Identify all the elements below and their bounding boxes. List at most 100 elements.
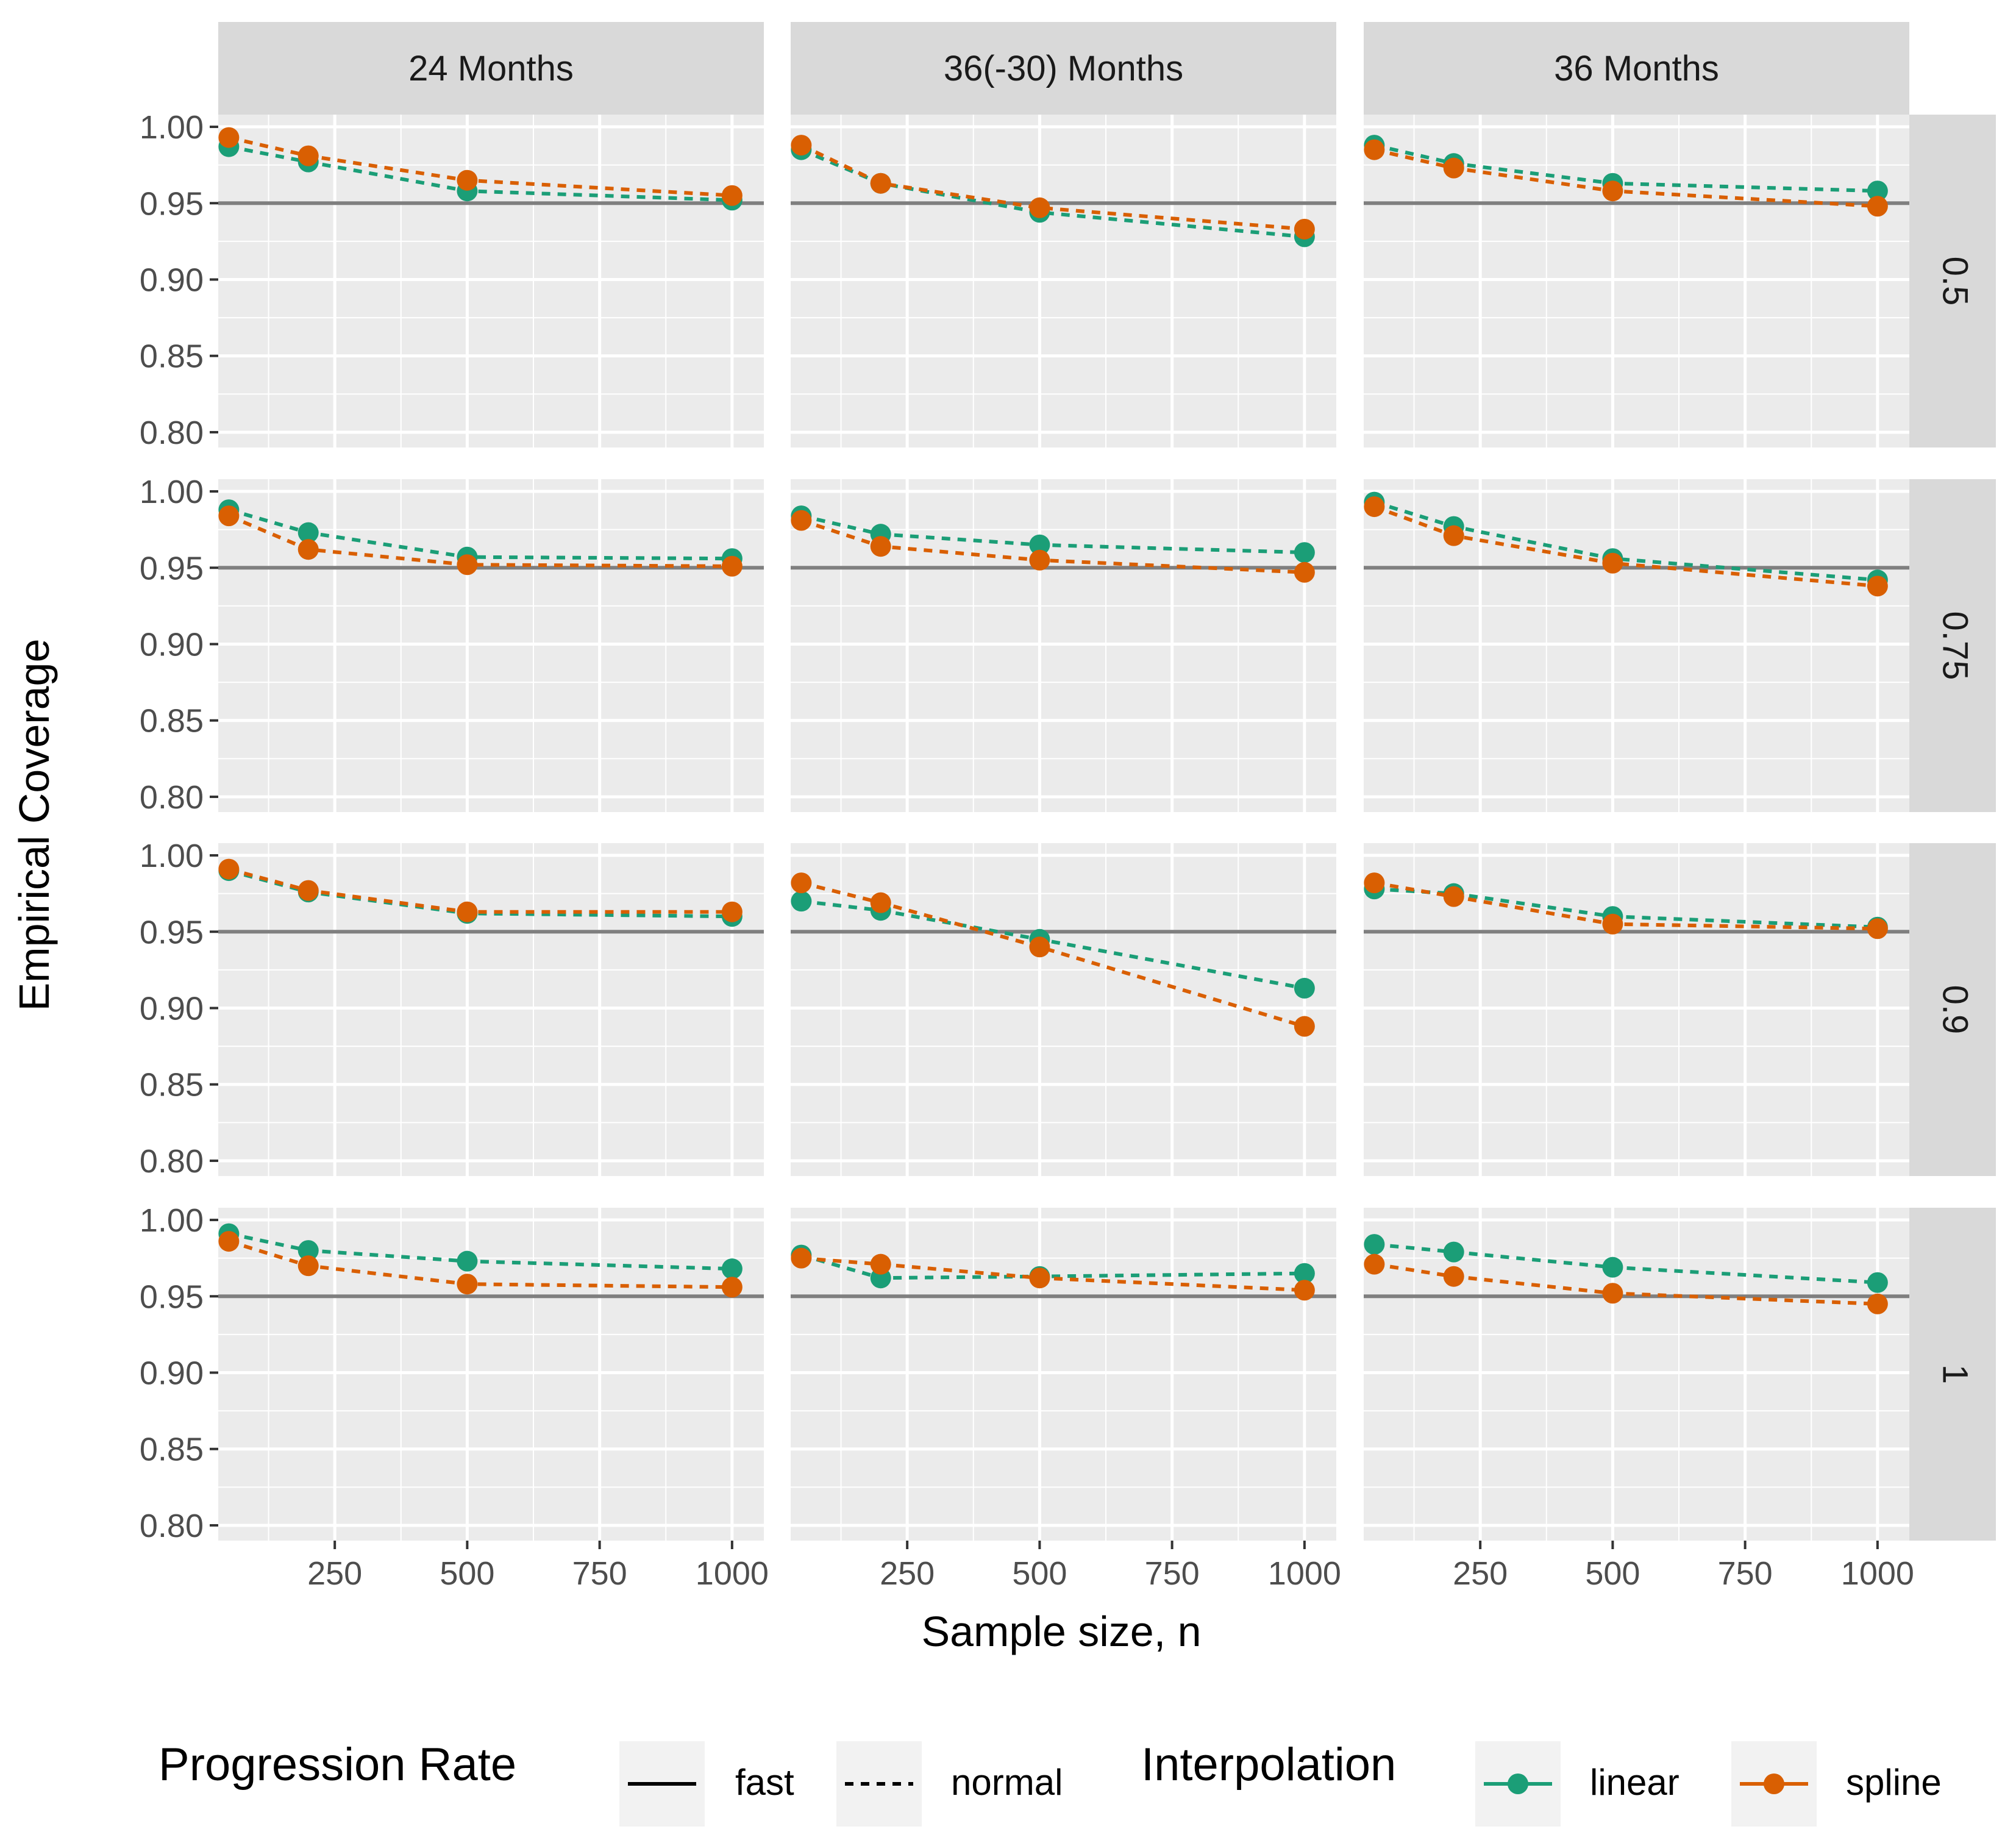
data-point-linear <box>1602 1257 1623 1278</box>
series-line-linear <box>1373 143 1878 193</box>
data-point-spline <box>721 1277 743 1298</box>
row-strip-label: 0.5 <box>1936 257 1975 306</box>
data-point-spline <box>1867 918 1888 939</box>
y-tick-label: 0.95 <box>140 1278 204 1315</box>
data-point-linear <box>791 891 812 912</box>
facet-panel <box>1364 843 1909 1176</box>
series-line-spline <box>228 514 732 568</box>
row-strip-label: 0.75 <box>1936 611 1975 680</box>
data-point-spline <box>297 880 319 901</box>
series-line-spline <box>1373 1262 1878 1306</box>
series-line-spline <box>800 881 1305 1028</box>
facet-panel <box>1364 115 1909 447</box>
series-line-spline <box>228 1239 732 1289</box>
panel-background <box>1364 1208 1909 1541</box>
column-strip <box>1364 22 1909 115</box>
series-line-linear <box>800 1253 1305 1280</box>
data-point-spline <box>1867 1293 1888 1314</box>
y-tick-label: 1.00 <box>140 1202 204 1239</box>
data-point-spline <box>1443 525 1464 546</box>
data-point-spline <box>1364 496 1385 518</box>
data-point-spline <box>457 554 478 576</box>
facet-panel: 0.80 0.85 0.90 0.95 1.00 <box>140 838 764 1180</box>
legend-key-spline-point <box>1764 1773 1784 1794</box>
facet-panel: 250 500 750 1000 <box>1364 1208 1914 1592</box>
row-strip-label: 1 <box>1936 1364 1975 1384</box>
data-point-spline <box>1867 196 1888 217</box>
series-line-linear <box>228 1232 732 1271</box>
data-point-spline <box>870 173 891 194</box>
series-line-spline <box>228 867 732 914</box>
y-tick-label: 0.85 <box>140 1067 204 1103</box>
y-tick-label: 0.90 <box>140 262 204 298</box>
column-strip <box>791 22 1336 115</box>
data-point-spline <box>1602 913 1623 935</box>
x-tick-label: 750 <box>572 1555 627 1592</box>
legend-label-fast: fast <box>735 1762 794 1803</box>
series-line-spline <box>1373 881 1878 931</box>
data-point-spline <box>1364 139 1385 160</box>
data-point-spline <box>1029 936 1050 958</box>
data-point-linear <box>1443 1241 1464 1263</box>
series-line-linear <box>1373 500 1878 582</box>
data-point-spline <box>1364 1253 1385 1275</box>
x-tick-label: 1000 <box>696 1555 769 1592</box>
x-tick-label: 750 <box>1145 1555 1200 1592</box>
data-point-spline <box>1602 1283 1623 1304</box>
data-point-linear <box>1867 180 1888 202</box>
series-line-linear <box>1374 887 1878 929</box>
facet-panel <box>791 115 1336 447</box>
x-tick-label: 250 <box>880 1555 935 1592</box>
y-tick-label: 0.90 <box>140 1355 204 1391</box>
data-point-spline <box>791 135 812 156</box>
series-line-spline <box>1373 505 1878 588</box>
data-point-spline <box>218 1231 240 1252</box>
x-tick-label: 250 <box>307 1555 362 1592</box>
data-point-spline <box>791 872 812 894</box>
data-point-spline <box>870 1253 891 1275</box>
data-point-spline <box>297 145 319 166</box>
facet-panel <box>791 843 1336 1176</box>
x-tick-label: 250 <box>1453 1555 1508 1592</box>
x-tick-label: 500 <box>1012 1555 1067 1592</box>
data-point-spline <box>457 169 478 191</box>
row-strip <box>1909 115 1996 447</box>
data-point-spline <box>457 1274 478 1295</box>
y-axis-title: Empirical Coverage <box>10 639 58 1011</box>
y-tick-label: 0.95 <box>140 185 204 222</box>
legend-title-progression-rate: Progression Rate <box>159 1739 516 1791</box>
data-point-linear <box>1294 1263 1315 1284</box>
data-point-linear <box>1364 1234 1385 1255</box>
y-tick-label: 0.90 <box>140 990 204 1027</box>
y-tick-label: 0.80 <box>140 1508 204 1544</box>
data-point-spline <box>218 505 240 527</box>
row-strip <box>1909 843 1996 1176</box>
data-point-spline <box>1294 1016 1315 1037</box>
legend-title-interpolation: Interpolation <box>1141 1739 1396 1791</box>
facet-panel: 0.80 0.85 0.90 0.95 1.00 <box>140 474 764 816</box>
row-strip-label: 0.9 <box>1936 985 1975 1035</box>
y-tick-label: 0.85 <box>140 1431 204 1468</box>
data-point-spline <box>1364 872 1385 894</box>
data-point-spline <box>1029 549 1050 571</box>
data-point-spline <box>1294 1280 1315 1301</box>
column-strip <box>218 22 764 115</box>
series-line-spline <box>800 143 1305 231</box>
y-tick-label: 1.00 <box>140 474 204 510</box>
legend-key-linear-point <box>1508 1773 1528 1794</box>
series-line-linear <box>228 144 733 202</box>
row-strip <box>1909 479 1996 812</box>
row-strip <box>1909 1208 1996 1541</box>
y-tick-label: 0.80 <box>140 779 204 816</box>
data-point-spline <box>721 185 743 206</box>
data-point-spline <box>1294 561 1315 583</box>
data-point-spline <box>218 127 240 148</box>
data-point-spline <box>1029 197 1050 218</box>
data-point-spline <box>721 901 743 922</box>
series-line-spline <box>228 135 733 198</box>
panels-layer: 24 Months 36(-30) Months 36 Months 0.5 0.75 0… <box>140 22 1996 1592</box>
data-point-spline <box>791 1247 812 1269</box>
y-tick-label: 0.95 <box>140 914 204 950</box>
data-point-spline <box>1294 218 1315 240</box>
x-tick-label: 500 <box>440 1555 494 1592</box>
